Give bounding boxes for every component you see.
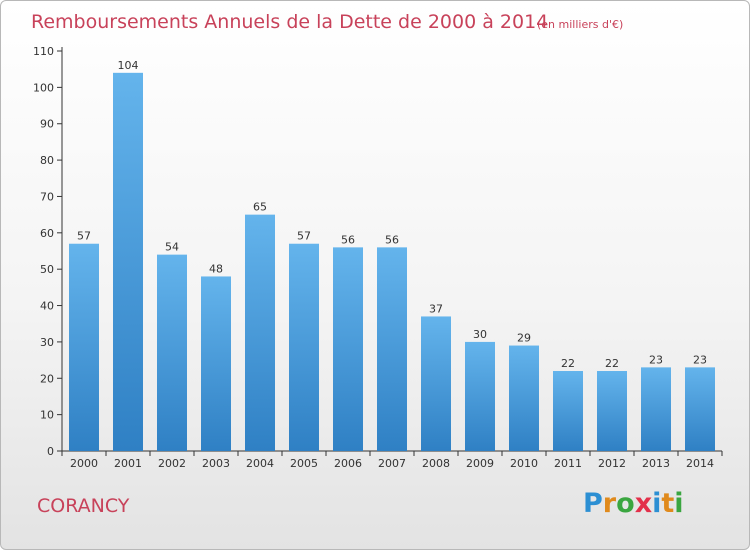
data-label: 23 — [649, 353, 663, 366]
x-tick-label: 2004 — [246, 457, 274, 470]
x-tick-label: 2002 — [158, 457, 186, 470]
y-tick-label: 50 — [40, 263, 54, 276]
x-tick-label: 2007 — [378, 457, 406, 470]
data-label: 48 — [209, 262, 223, 275]
bar — [509, 345, 539, 451]
axes: 0 10 20 30 40 50 60 70 80 90 100 110 2000 2001 2002 200… — [33, 45, 723, 470]
logo-letter: P — [583, 488, 603, 519]
bar — [245, 214, 275, 451]
bar — [421, 316, 451, 451]
x-tick-label: 2000 — [70, 457, 98, 470]
bar — [113, 72, 143, 452]
x-tick-label: 2005 — [290, 457, 318, 470]
proxiti-logo: Proxiti — [583, 488, 684, 519]
x-tick-label: 2006 — [334, 457, 362, 470]
logo-letter: r — [602, 488, 617, 519]
bar — [201, 276, 231, 451]
data-labels: 57 104 54 48 65 57 56 56 37 30 29 22 22 23 23 — [77, 59, 707, 370]
logo-letter: x — [634, 488, 653, 519]
y-tick-label: 0 — [47, 445, 54, 458]
data-label: 30 — [473, 328, 487, 341]
x-tick-label: 2010 — [510, 457, 538, 470]
data-label: 65 — [253, 201, 267, 214]
chart-unit: (en milliers d'€) — [537, 18, 623, 31]
y-tick-label: 30 — [40, 336, 54, 349]
y-tick-label: 100 — [33, 81, 54, 94]
data-label: 54 — [165, 241, 179, 254]
y-tick-label: 60 — [40, 227, 54, 240]
x-tick-label: 2011 — [554, 457, 582, 470]
bar — [333, 247, 363, 451]
bar — [465, 341, 495, 451]
bars — [69, 72, 715, 452]
x-tick-label: 2009 — [466, 457, 494, 470]
bar — [597, 371, 627, 451]
data-label: 56 — [341, 233, 355, 246]
y-tick-label: 70 — [40, 190, 54, 203]
x-tick-label: 2013 — [642, 457, 670, 470]
bar — [377, 247, 407, 451]
data-label: 57 — [77, 230, 91, 243]
bar — [157, 254, 187, 451]
data-label: 56 — [385, 233, 399, 246]
bar — [289, 243, 319, 451]
data-label: 104 — [118, 59, 139, 72]
bar — [69, 243, 99, 451]
commune-name: CORANCY — [37, 495, 130, 517]
x-tick-label: 2008 — [422, 457, 450, 470]
data-label: 23 — [693, 353, 707, 366]
y-tick-label: 20 — [40, 372, 54, 385]
data-label: 29 — [517, 332, 531, 345]
data-label: 57 — [297, 230, 311, 243]
x-tick-label: 2012 — [598, 457, 626, 470]
chart-title: Remboursements Annuels de la Dette de 20… — [31, 11, 548, 33]
bar — [685, 367, 715, 451]
x-tick-label: 2001 — [114, 457, 142, 470]
y-tick-label: 40 — [40, 300, 54, 313]
y-tick-label: 10 — [40, 409, 54, 422]
bar — [553, 371, 583, 451]
logo-letter: i — [652, 488, 662, 519]
bar — [641, 367, 671, 451]
data-label: 22 — [561, 357, 575, 370]
y-tick-label: 90 — [40, 118, 54, 131]
logo-letter: t — [661, 488, 675, 519]
data-label: 37 — [429, 302, 443, 315]
logo-letter: i — [674, 488, 684, 519]
x-tick-label: 2014 — [686, 457, 714, 470]
x-tick-label: 2003 — [202, 457, 230, 470]
logo-letter: o — [616, 488, 635, 519]
data-label: 22 — [605, 357, 619, 370]
y-tick-label: 80 — [40, 154, 54, 167]
y-tick-label: 110 — [33, 45, 54, 58]
